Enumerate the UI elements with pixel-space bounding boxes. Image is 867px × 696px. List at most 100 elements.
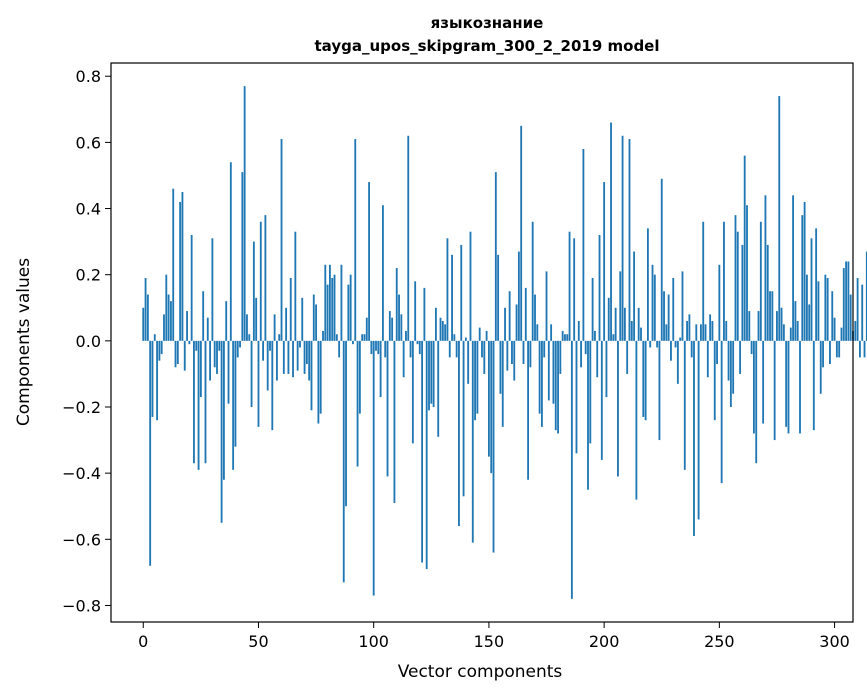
bar xyxy=(819,340,822,394)
y-tick-label: 0.6 xyxy=(76,133,101,152)
bar xyxy=(743,155,746,341)
bar xyxy=(285,307,288,341)
bar xyxy=(204,340,207,464)
bar xyxy=(831,291,834,341)
bar xyxy=(340,264,343,341)
bar xyxy=(342,340,345,583)
bar xyxy=(250,340,253,407)
bar xyxy=(405,330,407,341)
bar xyxy=(218,340,221,351)
bar xyxy=(621,135,624,341)
bar xyxy=(402,340,405,378)
bar xyxy=(317,340,320,424)
bar xyxy=(769,291,771,341)
bar xyxy=(695,324,698,341)
bar xyxy=(524,287,527,341)
bar xyxy=(842,268,845,341)
bar xyxy=(808,304,811,341)
x-tick-label: 300 xyxy=(819,632,850,651)
bar xyxy=(255,297,258,341)
bar xyxy=(149,340,152,566)
bar xyxy=(199,340,202,398)
bar xyxy=(587,340,589,490)
x-axis-ticks: 0 50 100 150 200 250 300 xyxy=(138,622,850,651)
bar xyxy=(439,317,442,341)
bar xyxy=(709,314,712,341)
bar xyxy=(236,340,239,358)
bar xyxy=(280,139,283,341)
bar xyxy=(269,340,271,351)
bar xyxy=(534,294,536,341)
bar xyxy=(151,340,154,417)
x-tick-label: 150 xyxy=(474,632,505,651)
bar xyxy=(792,195,795,341)
bar xyxy=(370,340,373,355)
bar xyxy=(704,324,707,341)
bar xyxy=(723,221,725,341)
bar xyxy=(824,274,827,341)
bar xyxy=(628,139,631,341)
bar xyxy=(577,321,580,341)
bar xyxy=(407,135,410,341)
bar xyxy=(847,261,850,341)
bar xyxy=(428,340,430,411)
bar xyxy=(287,340,290,374)
bar xyxy=(531,221,534,341)
bar xyxy=(540,340,543,427)
bar xyxy=(142,307,145,341)
bar xyxy=(349,274,352,341)
y-axis-label: Components values xyxy=(14,258,34,426)
bar xyxy=(736,231,739,341)
bar xyxy=(672,278,675,341)
x-tick-label: 100 xyxy=(358,632,389,651)
bar xyxy=(552,340,555,404)
bar xyxy=(771,291,774,341)
bar xyxy=(301,297,304,341)
bar xyxy=(333,274,336,341)
bar xyxy=(815,228,818,341)
bar xyxy=(626,340,629,374)
bar xyxy=(665,324,668,341)
bar xyxy=(386,340,389,477)
bar xyxy=(637,307,640,341)
bar xyxy=(453,334,456,341)
bar xyxy=(840,327,843,341)
bar xyxy=(315,304,318,341)
bar xyxy=(338,340,341,358)
bar xyxy=(547,340,550,401)
bar xyxy=(801,215,804,341)
bar xyxy=(640,327,642,341)
bar xyxy=(658,340,661,441)
bar xyxy=(259,221,262,341)
bar xyxy=(299,340,301,348)
bar xyxy=(487,340,490,457)
bar xyxy=(400,314,403,341)
bar xyxy=(305,340,308,364)
bar xyxy=(617,340,619,477)
bar xyxy=(805,274,808,341)
bar xyxy=(653,274,656,341)
bar xyxy=(296,340,299,371)
bar xyxy=(356,340,359,467)
bar xyxy=(455,340,458,358)
bar xyxy=(573,238,576,341)
bar xyxy=(598,235,601,341)
bar xyxy=(181,192,184,341)
bar xyxy=(432,340,435,407)
bar xyxy=(511,340,513,364)
bar xyxy=(651,264,654,341)
x-axis-label: Vector components xyxy=(398,662,563,682)
bar xyxy=(211,238,214,341)
bar xyxy=(146,294,149,341)
bar xyxy=(365,317,368,341)
y-tick-label: −0.8 xyxy=(62,596,101,615)
bar xyxy=(289,278,292,341)
bar xyxy=(243,86,246,341)
bar xyxy=(545,271,548,341)
bar xyxy=(649,340,652,348)
y-tick-label: −0.2 xyxy=(62,398,101,417)
bar xyxy=(773,340,776,441)
bar xyxy=(614,307,617,341)
bar xyxy=(607,297,610,341)
